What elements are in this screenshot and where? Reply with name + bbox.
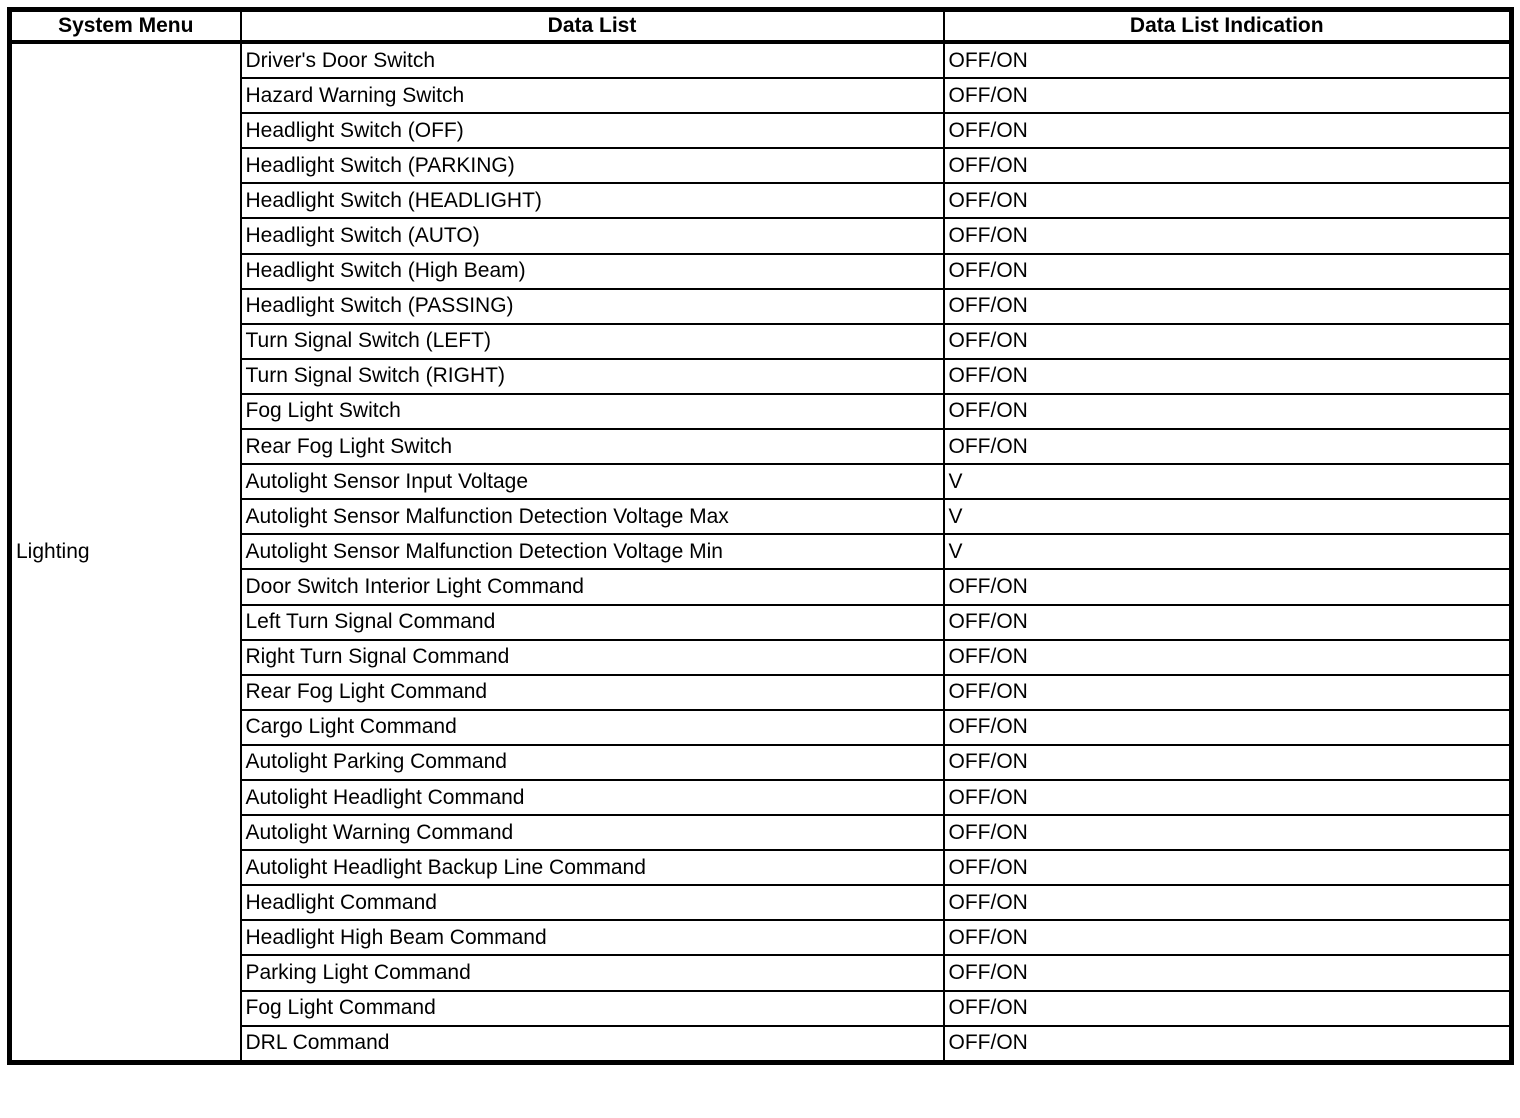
data-list-cell: DRL Command <box>239 1024 945 1064</box>
table-row: Parking Light Command OFF/ON <box>10 954 1513 992</box>
data-list-indication-cell: OFF/ON <box>942 1024 1513 1064</box>
data-list-indication-cell: V <box>942 533 1513 571</box>
data-list-cell: Turn Signal Switch (RIGHT) <box>239 357 945 395</box>
table-row: Right Turn Signal Command OFF/ON <box>10 638 1513 676</box>
header-row: System Menu Data List Data List Indicati… <box>8 8 1513 44</box>
data-list-indication-cell: OFF/ON <box>942 603 1513 641</box>
table-row: Headlight Switch (OFF) OFF/ON <box>10 112 1513 150</box>
data-list-cell: Cargo Light Command <box>239 708 945 746</box>
data-list-indication-cell: OFF/ON <box>942 287 1513 325</box>
data-list-indication-cell: OFF/ON <box>942 147 1513 185</box>
data-list-indication-cell: OFF/ON <box>942 217 1513 255</box>
table-row: Headlight Command OFF/ON <box>10 884 1513 922</box>
data-list-indication-cell: OFF/ON <box>942 322 1513 360</box>
data-list-cell: Headlight Switch (HEADLIGHT) <box>239 182 945 220</box>
data-list-cell: Autolight Sensor Malfunction Detection V… <box>239 533 945 571</box>
system-menu-cell: Lighting <box>8 40 242 1064</box>
data-list-indication-cell: OFF/ON <box>942 884 1513 922</box>
data-list-indication-cell: OFF/ON <box>942 182 1513 220</box>
data-list-indication-cell: OFF/ON <box>942 40 1513 80</box>
data-list-indication-cell: OFF/ON <box>942 814 1513 852</box>
data-list-cell: Hazard Warning Switch <box>239 77 945 115</box>
data-list-indication-cell: OFF/ON <box>942 392 1513 431</box>
table-row: Rear Fog Light Switch OFF/ON <box>10 428 1513 466</box>
data-list-cell: Autolight Sensor Input Voltage <box>239 463 945 501</box>
data-list-table-container: System Menu Data List Data List Indicati… <box>7 7 1514 1065</box>
table-row: Door Switch Interior Light Command OFF/ON <box>10 568 1513 606</box>
data-list-cell: Autolight Parking Command <box>239 743 945 781</box>
table-row: DRL Command OFF/ON <box>10 1024 1513 1064</box>
data-list-indication-cell: OFF/ON <box>942 919 1513 957</box>
table-row: Fog Light Switch OFF/ON <box>10 392 1513 431</box>
table-row: Fog Light Command OFF/ON <box>10 989 1513 1027</box>
table-row: Lighting Driver's Door Switch OFF/ON <box>8 40 1513 1064</box>
data-list-cell: Rear Fog Light Command <box>239 673 945 711</box>
table-row: Headlight Switch (PASSING) OFF/ON <box>10 287 1513 325</box>
table-row: Autolight Sensor Malfunction Detection V… <box>10 498 1513 536</box>
table-row: Headlight Switch (High Beam) OFF/ON <box>10 252 1513 290</box>
data-list-indication-cell: OFF/ON <box>942 989 1513 1027</box>
table-row: Left Turn Signal Command OFF/ON <box>10 603 1513 641</box>
data-list-cell: Headlight Switch (OFF) <box>239 112 945 150</box>
data-list-cell: Headlight Switch (High Beam) <box>239 252 945 290</box>
data-list-cell: Autolight Warning Command <box>239 814 945 852</box>
table-row: Turn Signal Switch (LEFT) OFF/ON <box>10 322 1513 360</box>
table-header: System Menu Data List Data List Indicati… <box>8 8 1513 44</box>
data-list-cell: Parking Light Command <box>239 954 945 992</box>
table-row: Autolight Sensor Malfunction Detection V… <box>10 533 1513 571</box>
data-list-indication-cell: OFF/ON <box>942 357 1513 395</box>
data-list-indication-cell: OFF/ON <box>942 428 1513 466</box>
table-row: Autolight Warning Command OFF/ON <box>10 814 1513 852</box>
table-row: Hazard Warning Switch OFF/ON <box>10 77 1513 115</box>
data-list-cell: Autolight Headlight Backup Line Command <box>239 849 945 887</box>
data-list-indication-cell: OFF/ON <box>942 673 1513 711</box>
data-list-cell: Headlight Switch (AUTO) <box>239 217 945 255</box>
data-list-cell: Autolight Sensor Malfunction Detection V… <box>239 498 945 536</box>
table-row: Turn Signal Switch (RIGHT) OFF/ON <box>10 357 1513 395</box>
data-list-indication-cell: OFF/ON <box>942 849 1513 887</box>
data-list-indication-cell: OFF/ON <box>942 708 1513 746</box>
table-row: Headlight Switch (AUTO) OFF/ON <box>10 217 1513 255</box>
data-list-indication-cell: OFF/ON <box>942 252 1513 290</box>
data-list-cell: Driver's Door Switch <box>239 40 945 80</box>
data-list-indication-cell: OFF/ON <box>942 638 1513 676</box>
data-list-cell: Autolight Headlight Command <box>239 778 945 817</box>
data-list-cell: Right Turn Signal Command <box>239 638 945 676</box>
data-list-cell: Headlight Switch (PARKING) <box>239 147 945 185</box>
table-row: Autolight Headlight Backup Line Command O… <box>10 849 1513 887</box>
table-body: Lighting Driver's Door Switch OFF/ON Hazard… <box>8 40 1513 1064</box>
data-list-indication-cell: OFF/ON <box>942 743 1513 781</box>
data-list-cell: Headlight Switch (PASSING) <box>239 287 945 325</box>
table-row: Headlight Switch (PARKING) OFF/ON <box>10 147 1513 185</box>
table-row: Rear Fog Light Command OFF/ON <box>10 673 1513 711</box>
table-row: Autolight Parking Command OFF/ON <box>10 743 1513 781</box>
table-row: Cargo Light Command OFF/ON <box>10 708 1513 746</box>
data-list-cell: Headlight Command <box>239 884 945 922</box>
data-list-cell: Left Turn Signal Command <box>239 603 945 641</box>
data-list-indication-cell: OFF/ON <box>942 77 1513 115</box>
data-list-cell: Turn Signal Switch (LEFT) <box>239 322 945 360</box>
table-row: Headlight High Beam Command OFF/ON <box>10 919 1513 957</box>
data-list-cell: Fog Light Switch <box>239 392 945 431</box>
data-list-indication-cell: V <box>942 498 1513 536</box>
data-list-indication-cell: OFF/ON <box>942 112 1513 150</box>
table-row: Headlight Switch (HEADLIGHT) OFF/ON <box>10 182 1513 220</box>
data-list-cell: Rear Fog Light Switch <box>239 428 945 466</box>
data-list-cell: Fog Light Command <box>239 989 945 1027</box>
data-list-cell: Headlight High Beam Command <box>239 919 945 957</box>
header-data-list-indication: Data List Indication <box>942 8 1513 44</box>
data-list-cell: Door Switch Interior Light Command <box>239 568 945 606</box>
data-list-indication-cell: OFF/ON <box>942 568 1513 606</box>
data-list-indication-cell: OFF/ON <box>942 954 1513 992</box>
header-system-menu: System Menu <box>8 8 242 44</box>
table-row: Autolight Sensor Input Voltage V <box>10 463 1513 501</box>
data-list-indication-cell: OFF/ON <box>942 778 1513 817</box>
header-data-list: Data List <box>239 8 945 44</box>
table-row: Autolight Headlight Command OFF/ON <box>10 778 1513 817</box>
data-list-table: System Menu Data List Data List Indicati… <box>7 7 1514 1065</box>
data-list-indication-cell: V <box>942 463 1513 501</box>
